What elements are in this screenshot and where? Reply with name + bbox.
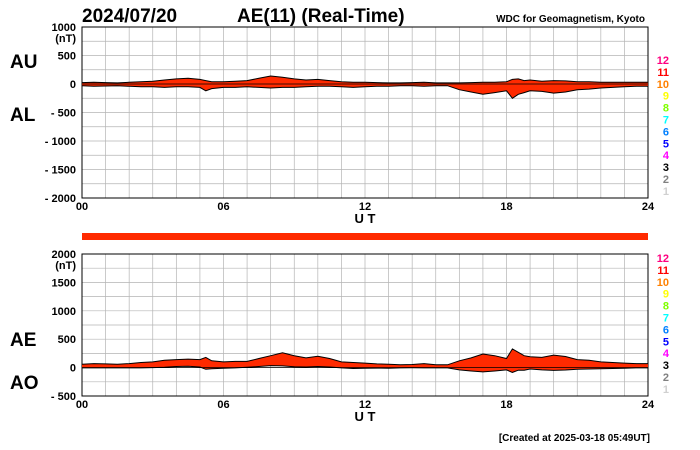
x-tick-label: 00 [76, 201, 88, 213]
legend-level-label: 2 [663, 372, 669, 384]
x-tick-label: 24 [642, 399, 655, 411]
y-tick-label: 2000 [52, 249, 76, 261]
y-tick-label: 1000 [52, 306, 76, 318]
created-timestamp: [Created at 2025-03-18 05:49UT] [499, 433, 650, 444]
x-tick-label: 12 [359, 399, 371, 411]
series-line-al [81, 85, 648, 99]
y-tick-label: - 1500 [45, 165, 76, 177]
x-axis-label: U T [355, 211, 376, 226]
legend-level-label: 2 [663, 174, 669, 186]
y-unit-label: (nT) [55, 33, 76, 45]
chart-title: AE(11) (Real-Time) [237, 6, 405, 27]
plot-frame [81, 253, 649, 397]
x-tick-label: 06 [217, 201, 229, 213]
series-line-ae [81, 348, 648, 366]
separator-band [82, 233, 648, 240]
y-tick-label: 0 [70, 79, 76, 91]
upper-series-label: AU [10, 52, 37, 73]
legend-level-label: 5 [663, 138, 669, 150]
y-tick-label: 0 [70, 363, 76, 375]
y-tick-label: - 2000 [45, 193, 76, 205]
y-unit-label: (nT) [55, 260, 76, 272]
y-tick-label: 1500 [52, 277, 76, 289]
y-tick-label: 500 [58, 51, 76, 63]
legend-level-label: 6 [663, 126, 669, 138]
legend-level-label: 9 [663, 289, 669, 301]
y-tick-label: - 1000 [45, 136, 76, 148]
lower-series-label: AL [10, 105, 36, 126]
legend-level-label: 12 [657, 55, 669, 67]
x-tick-label: 18 [500, 201, 512, 213]
y-tick-label: - 500 [51, 391, 76, 403]
legend-level-label: 5 [663, 336, 669, 348]
legend-level-label: 1 [663, 186, 669, 198]
legend-level-label: 11 [657, 265, 669, 277]
legend-level-label: 7 [663, 115, 669, 127]
legend-level-label: 3 [663, 360, 669, 372]
legend-level-label: 8 [663, 301, 669, 313]
legend-level-label: 11 [657, 67, 669, 79]
lower-series-label: AO [10, 373, 39, 394]
y-tick-label: - 500 [51, 108, 76, 120]
date-title: 2024/07/20 [82, 6, 177, 27]
ae-ao-panel: 2000 1500 1000 500 0 - 500 (nT) 00 06 12 18 24 U T AE… [10, 249, 655, 424]
y-tick-label: 500 [58, 334, 76, 346]
x-tick-label: 24 [642, 201, 655, 213]
upper-series-label: AE [10, 330, 36, 351]
y-tick-label: 1000 [52, 22, 76, 34]
x-axis-label: U T [355, 409, 376, 424]
plot-frame [81, 26, 649, 199]
series-line-ao [82, 365, 648, 373]
legend-level-label: 4 [663, 150, 670, 162]
legend-level-label: 9 [663, 91, 669, 103]
au-al-panel: 1000 500 0 - 500 - 1000 - 1500 - 2000 (nT) 00 06 1… [10, 22, 655, 226]
x-tick-label: 06 [217, 399, 229, 411]
legend-level-label: 3 [663, 162, 669, 174]
legend-level-label: 7 [663, 313, 669, 325]
legend-level-label: 6 [663, 324, 669, 336]
legend-level-label: 1 [663, 384, 669, 396]
legend-level-label: 10 [657, 277, 669, 289]
x-tick-label: 12 [359, 201, 371, 213]
legend-level-label: 4 [663, 348, 670, 360]
range-fill [82, 348, 648, 373]
series-line-au [81, 75, 648, 84]
legend-level-label: 10 [657, 79, 669, 91]
legend-level-label: 12 [657, 253, 669, 265]
x-tick-label: 00 [76, 399, 88, 411]
legend-level-label: 8 [663, 103, 669, 115]
x-tick-label: 18 [500, 399, 512, 411]
source-label: WDC for Geomagnetism, Kyoto [496, 14, 645, 25]
